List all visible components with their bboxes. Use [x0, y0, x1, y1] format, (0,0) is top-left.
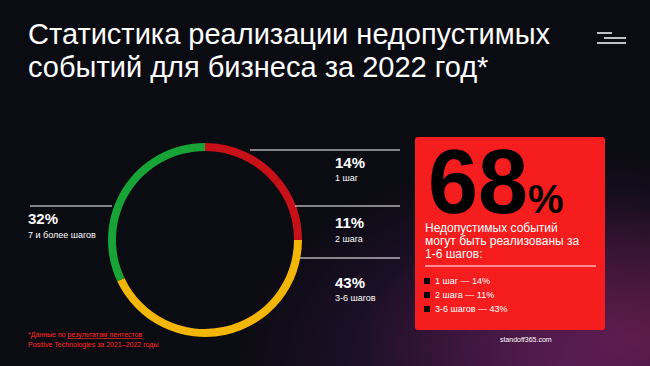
leader-line — [250, 150, 400, 151]
panel-item: 1 шаг — 14% — [435, 276, 490, 286]
category-label: 3-6 шагов — [335, 293, 376, 303]
leader-line — [30, 206, 112, 207]
highlight-unit: % — [528, 177, 564, 221]
panel-item: 3-6 шагов — 43% — [435, 304, 508, 314]
icon-line — [604, 37, 626, 39]
data-label: 43% — [335, 274, 365, 291]
data-label: 32% — [28, 210, 58, 227]
donut-slice — [274, 178, 302, 240]
category-label: 2 шага — [335, 234, 363, 244]
icon-line — [597, 42, 626, 44]
panel-text: Недопустимых событий могут быть реализов… — [425, 222, 590, 261]
panel-separator — [425, 266, 596, 267]
data-label: 14% — [335, 154, 365, 171]
donut-slice — [117, 240, 302, 337]
data-label: 11% — [335, 214, 364, 231]
icon-line — [597, 32, 612, 34]
footnote-line: Positive Technologies за 2021–2022 годы — [28, 341, 158, 349]
data-labels: 14% 1 шаг 11% 2 шага 43% 3-6 шагов 32% 7 и боле… — [28, 150, 400, 303]
menu-icon — [597, 33, 626, 43]
footnote-link[interactable]: результатам пентестов — [68, 331, 143, 339]
leader-line — [300, 258, 400, 259]
panel-item: 2 шага — 11% — [435, 290, 494, 300]
highlight-number: 68 — [428, 132, 528, 232]
donut-slice — [205, 143, 280, 183]
bullet — [424, 306, 430, 312]
source: standoff365.com — [500, 336, 552, 343]
highlight-panel: 68% 1 шаг — 14% 2 шага — 11% 3-6 шагов — 43… — [415, 132, 605, 330]
bullet — [424, 292, 430, 298]
category-label: 1 шаг — [335, 173, 359, 183]
leader-line — [295, 206, 400, 207]
title: Статистика реализации недопустимых событ… — [28, 18, 618, 84]
donut — [108, 143, 302, 337]
bullet — [424, 278, 430, 284]
footnote: *Данные по результатам пентестов — [28, 331, 143, 339]
highlight-value: 68% — [428, 132, 564, 232]
category-label: 7 и более шагов — [28, 230, 96, 240]
footnote-prefix: *Данные по — [28, 331, 68, 339]
donut-slice — [108, 143, 205, 281]
